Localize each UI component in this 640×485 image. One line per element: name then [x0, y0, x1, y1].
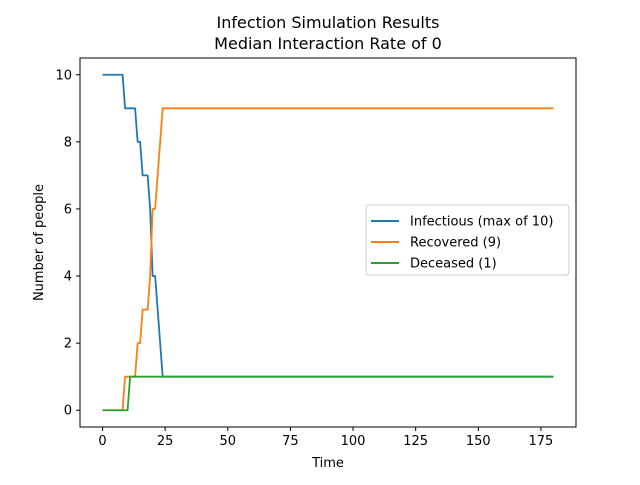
y-axis-label: Number of people	[32, 184, 47, 301]
legend-label-deceased: Deceased (1)	[410, 257, 497, 272]
x-tick-label: 0	[98, 434, 106, 449]
y-tick-label: 10	[55, 68, 72, 83]
chart-subtitle: Median Interaction Rate of 0	[214, 34, 442, 53]
series-layer	[102, 73, 554, 412]
x-tick-label: 75	[282, 434, 299, 449]
legend-label-recovered: Recovered (9)	[410, 236, 501, 251]
y-tick-label: 8	[64, 135, 72, 150]
series-line-infectious	[102, 73, 554, 378]
x-axis-label: Time	[311, 456, 344, 471]
y-tick-label: 6	[64, 202, 72, 217]
x-tick-label: 125	[403, 434, 428, 449]
y-tick-label: 2	[64, 337, 72, 352]
y-tick-label: 0	[64, 404, 72, 419]
x-tick-label: 50	[220, 434, 237, 449]
legend: Infectious (max of 10) Recovered (9) Dec…	[365, 204, 570, 276]
x-tick-label: 25	[157, 434, 174, 449]
y-tick-label: 4	[64, 270, 72, 285]
x-tick-label: 100	[341, 434, 366, 449]
legend-label-infectious: Infectious (max of 10)	[410, 215, 553, 230]
plot-frame	[79, 57, 577, 428]
series-line-recovered	[102, 107, 554, 412]
legend-box	[365, 204, 570, 276]
x-tick-label: 150	[466, 434, 491, 449]
series-line-deceased	[102, 375, 554, 412]
ticks-layer: 0 25 50 75 100 125 150 175 0 2 4 6 8 10	[55, 68, 553, 449]
chart-title: Infection Simulation Results	[217, 13, 440, 32]
x-tick-label: 175	[529, 434, 554, 449]
